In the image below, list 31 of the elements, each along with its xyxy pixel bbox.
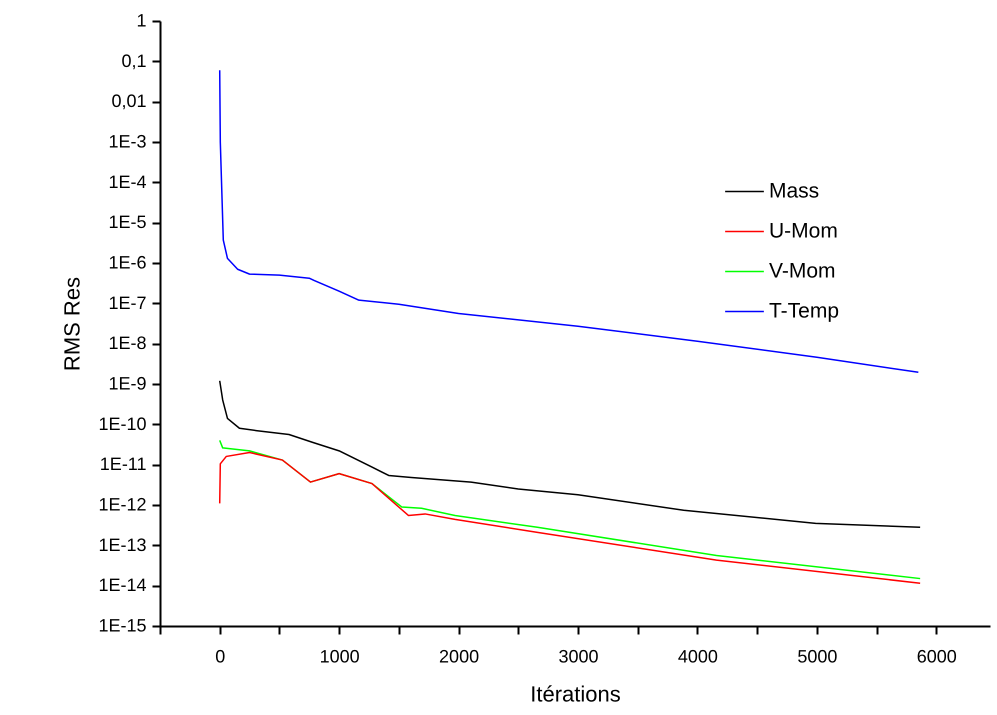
y-tick-label: 1E-3 [108,132,146,152]
y-tick-label: 1E-12 [98,494,146,514]
y-tick-label: 0,01 [111,91,146,112]
y-tick-label: 1E-5 [108,212,146,232]
legend-label: Mass [769,180,820,202]
y-tick-label: 1E-10 [98,414,146,434]
legend-label: U-Mom [769,220,838,242]
line-series [218,70,920,374]
y-tick-label: 1E-14 [98,575,146,596]
y-tick-label: 1E-15 [98,616,146,636]
y-tick-label: 1E-8 [108,333,146,354]
x-tick-label: 6000 [916,646,957,666]
x-tick-label: 1000 [320,646,360,666]
y-tick-label: 1E-7 [108,292,146,313]
x-tick-label: 0 [215,646,226,666]
x-tick-label: 4000 [678,646,718,666]
y-tick-label: 1E-4 [108,172,146,192]
y-tick-label: 1E-13 [98,534,146,555]
x-tick-label: 5000 [797,646,838,666]
y-tick-label: 1E-9 [108,374,146,394]
y-axis-title: RMS Res [59,276,84,372]
x-tick-label: 3000 [558,646,599,666]
y-tick-label: 1E-6 [108,252,146,272]
legend-label: T-Temp [769,300,840,322]
line-series [218,380,921,528]
y-tick-label: 0,1 [121,50,146,71]
legend-label: V-Mom [769,260,836,282]
x-axis-title: Itérations [530,682,621,706]
x-tick-label: 2000 [439,646,480,666]
y-tick-label: 1 [136,10,146,30]
y-tick-label: 1E-11 [100,454,146,474]
